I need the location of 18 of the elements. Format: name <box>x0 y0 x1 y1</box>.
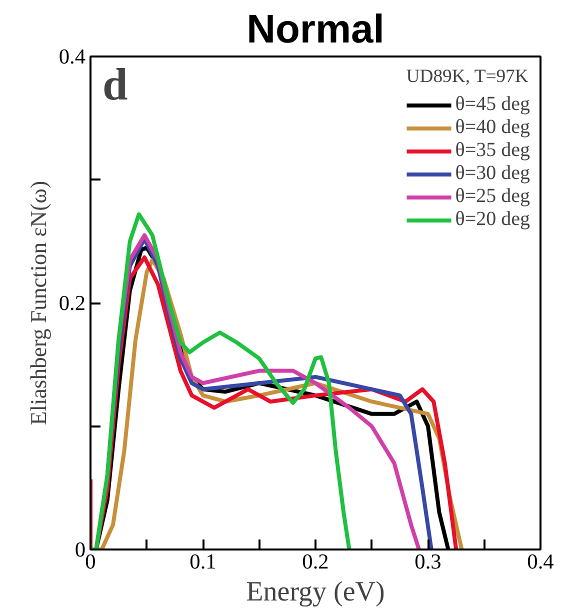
x-axis-title: Energy (eV) <box>246 576 385 608</box>
legend-label: θ=45 deg <box>455 93 530 116</box>
legend-title: UD89K, T=97K <box>406 66 530 88</box>
legend-label: θ=25 deg <box>455 185 530 208</box>
y-tick-label: 0.4 <box>58 44 86 68</box>
x-tick-label: 0.1 <box>190 550 216 574</box>
y-axis-title: Eliashberg Function εN(ω) <box>26 180 51 426</box>
x-tick-label: 0.4 <box>527 550 554 574</box>
legend-label: θ=35 deg <box>455 139 530 162</box>
line-series <box>90 212 352 550</box>
annotation: d <box>102 60 128 110</box>
x-tick-label: 0.3 <box>414 550 442 574</box>
y-tick-label: 0.2 <box>58 291 86 315</box>
legend-label: θ=20 deg <box>455 208 530 231</box>
legend-label: θ=40 deg <box>455 116 530 139</box>
x-tick-label: 0.2 <box>302 550 329 574</box>
chart-title: Normal <box>246 8 384 52</box>
legend-label: θ=30 deg <box>455 162 530 185</box>
